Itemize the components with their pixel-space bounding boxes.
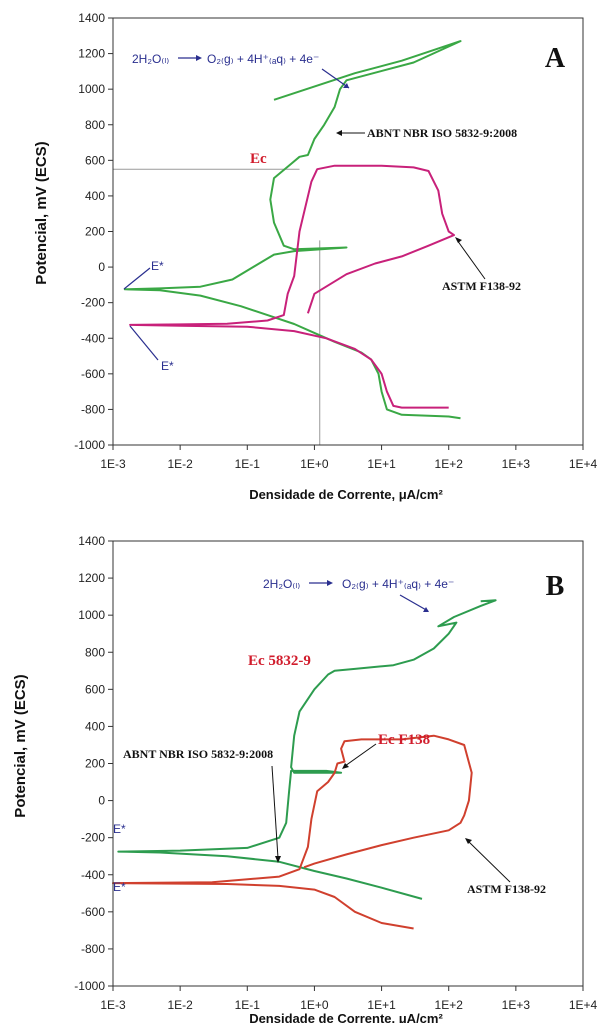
y-tick-label: -200 xyxy=(81,831,105,845)
y-tick-label: 200 xyxy=(85,757,105,771)
x-tick-label: 1E+4 xyxy=(569,998,598,1012)
y-tick-label: -600 xyxy=(81,905,105,919)
y-tick-label: 0 xyxy=(98,794,105,808)
series-line-astm-a xyxy=(129,164,455,409)
x-tick-label: 1E+3 xyxy=(502,457,531,471)
panel-letter-a: A xyxy=(545,43,566,74)
guides-a xyxy=(113,168,321,445)
y-tick-label: -800 xyxy=(81,942,105,956)
y-tick-label: 800 xyxy=(85,118,105,132)
x-tick-label: 1E-3 xyxy=(100,457,126,471)
y-tick-label: -400 xyxy=(81,868,105,882)
y-tick-label: 800 xyxy=(85,645,105,659)
ec-f138-label-b: Ec F138 xyxy=(378,732,430,748)
x-tick-label: 1E-1 xyxy=(235,998,261,1012)
pointer-abnt-head-a xyxy=(336,130,342,136)
series-label-astm-b: ASTM F138-92 xyxy=(467,882,546,896)
reaction-right-b: O₂₍g₎ + 4H⁺₍ₐq₎ + 4e⁻ xyxy=(342,577,454,591)
reaction-pointer-head-a xyxy=(343,83,349,88)
y-tick-label: 1000 xyxy=(78,608,105,622)
y-tick-label: -200 xyxy=(81,296,105,310)
series-line-abnt-b xyxy=(117,599,497,900)
ec-f138-pointer-b xyxy=(344,743,377,767)
pointer-abnt-head-b xyxy=(275,856,281,863)
y-tick-label: -400 xyxy=(81,331,105,345)
chart-b-svg: -1000 -800 -600 -400 -200 0 200 400 600 800 1000 12… xyxy=(12,534,598,1026)
chart-panel-b: -1000 -800 -600 -400 -200 0 200 400 600 800 1000 12… xyxy=(0,513,612,1026)
estar-label-2-a: E* xyxy=(161,359,174,373)
series-line-abnt-a xyxy=(123,40,462,420)
y-tick-label: 600 xyxy=(85,682,105,696)
y-tick-label: 200 xyxy=(85,225,105,239)
ec-f138-pointer-head-b xyxy=(342,763,349,769)
x-ticks-a: 1E-3 1E-2 1E-1 1E+0 1E+1 1E+2 1E+3 1E+4 xyxy=(100,445,598,471)
y-tick-label: 400 xyxy=(85,719,105,733)
x-tick-label: 1E+0 xyxy=(300,457,329,471)
pointer-astm-head-b xyxy=(465,838,472,844)
y-tick-label: -800 xyxy=(81,402,105,416)
x-ticks-b: 1E-3 1E-2 1E-1 1E+0 1E+1 1E+2 1E+3 1E+4 xyxy=(100,986,598,1012)
x-tick-label: 1E+1 xyxy=(367,457,396,471)
x-tick-label: 1E+1 xyxy=(367,998,396,1012)
reaction-pointer-a xyxy=(321,68,350,89)
x-tick-label: 1E-2 xyxy=(167,998,193,1012)
x-tick-label: 1E-1 xyxy=(235,457,261,471)
series-a xyxy=(123,40,462,420)
x-tick-label: 1E+2 xyxy=(435,998,464,1012)
plot-frame-b xyxy=(112,540,584,987)
plot-frame-a xyxy=(112,17,584,446)
panel-letter-b: B xyxy=(546,571,565,602)
x-tick-label: 1E+3 xyxy=(502,998,531,1012)
y-tick-label: -600 xyxy=(81,367,105,381)
y-tick-label: -1000 xyxy=(74,979,105,993)
y-tick-label: 0 xyxy=(98,260,105,274)
series-label-abnt-b: ABNT NBR ISO 5832-9:2008 xyxy=(123,747,273,761)
ec-5832-label-b: Ec 5832-9 xyxy=(248,653,311,669)
y-axis-label-a: Potencial, mV (ECS) xyxy=(33,141,50,284)
x-tick-label: 1E-3 xyxy=(100,998,126,1012)
series-b xyxy=(112,599,497,930)
y-tick-label: 1400 xyxy=(78,534,105,548)
reaction-left-a: 2H₂O₍ₗ₎ xyxy=(132,52,169,66)
series-line-astm-b xyxy=(112,734,473,930)
y-tick-label: -1000 xyxy=(74,438,105,452)
chart-a-svg: -1000 -800 -600 -400 -200 0 200 400 600 800 1000 12… xyxy=(33,11,598,502)
pointer-astm-head-a xyxy=(455,237,462,243)
estar-pointer-1-a xyxy=(123,267,151,290)
y-ticks-a: -1000 -800 -600 -400 -200 0 200 400 600 800 1000 12… xyxy=(74,11,113,452)
ec-label-a: Ec xyxy=(250,151,267,167)
x-axis-label-b: Densidade de Corrente, μA/cm² xyxy=(249,1011,443,1023)
estar-label-1-a: E* xyxy=(151,259,164,273)
x-tick-label: 1E+0 xyxy=(300,998,329,1012)
estar-label-2-b: E* xyxy=(113,880,126,894)
y-tick-label: 400 xyxy=(85,189,105,203)
y-tick-label: 600 xyxy=(85,153,105,167)
reaction-right-a: O₂₍g₎ + 4H⁺₍ₐq₎ + 4e⁻ xyxy=(207,52,319,66)
y-tick-label: 1200 xyxy=(78,571,105,585)
estar-label-1-b: E* xyxy=(113,822,126,836)
y-axis-label-b: Potencial, mV (ECS) xyxy=(12,674,29,817)
reaction-arrowhead-b xyxy=(327,580,333,586)
y-ticks-b: -1000 -800 -600 -400 -200 0 200 400 600 800 1000 12… xyxy=(74,534,113,993)
chart-panel-a: -1000 -800 -600 -400 -200 0 200 400 600 800 1000 12… xyxy=(0,0,612,510)
series-label-abnt-a: ABNT NBR ISO 5832-9:2008 xyxy=(367,126,517,140)
x-tick-label: 1E+4 xyxy=(569,457,598,471)
x-tick-label: 1E-2 xyxy=(167,457,193,471)
pointer-abnt-b xyxy=(271,765,279,859)
reaction-arrowhead-a xyxy=(196,55,202,61)
y-tick-label: 1000 xyxy=(78,82,105,96)
y-tick-label: 1200 xyxy=(78,47,105,61)
reaction-pointer-b xyxy=(399,594,429,612)
reaction-pointer-head-b xyxy=(423,607,429,612)
estar-pointer-2-a xyxy=(129,325,159,361)
pointer-astm-b xyxy=(467,840,511,883)
x-tick-label: 1E+2 xyxy=(435,457,464,471)
series-label-astm-a: ASTM F138-92 xyxy=(442,279,521,293)
x-axis-label-a: Densidade de Corrente, μA/cm² xyxy=(249,487,443,502)
reaction-left-b: 2H₂O₍ₗ₎ xyxy=(263,577,300,591)
y-tick-label: 1400 xyxy=(78,11,105,25)
pointer-astm-a xyxy=(456,239,486,280)
